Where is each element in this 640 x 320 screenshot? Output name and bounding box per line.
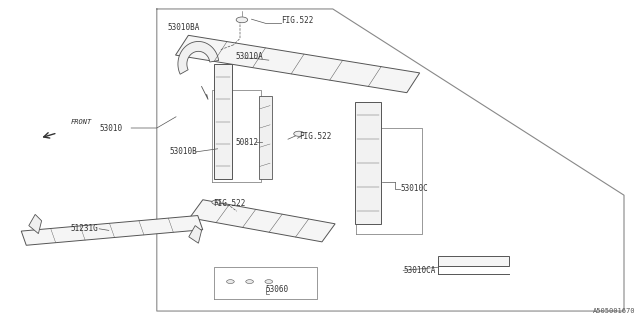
- Text: FIG.522: FIG.522: [213, 199, 246, 208]
- Polygon shape: [175, 35, 420, 93]
- Text: FIG.522: FIG.522: [282, 16, 314, 25]
- Text: 53010C: 53010C: [400, 184, 428, 193]
- Text: 50812: 50812: [236, 138, 259, 147]
- Circle shape: [246, 280, 253, 284]
- Text: 53010BA: 53010BA: [168, 23, 200, 32]
- Circle shape: [236, 17, 248, 23]
- Text: 53060: 53060: [266, 285, 289, 294]
- Text: A505001670: A505001670: [593, 308, 635, 314]
- Circle shape: [294, 131, 304, 136]
- Circle shape: [227, 280, 234, 284]
- Polygon shape: [438, 256, 509, 266]
- Text: 53010: 53010: [99, 124, 122, 132]
- Polygon shape: [29, 214, 42, 234]
- Text: 53010B: 53010B: [170, 147, 197, 156]
- Polygon shape: [214, 64, 232, 179]
- Text: 53010CA: 53010CA: [403, 266, 436, 275]
- Polygon shape: [189, 226, 202, 243]
- Polygon shape: [21, 216, 203, 245]
- Circle shape: [265, 280, 273, 284]
- Polygon shape: [259, 96, 272, 179]
- Polygon shape: [189, 200, 335, 242]
- Circle shape: [212, 200, 221, 204]
- Text: 53010A: 53010A: [236, 52, 263, 61]
- Text: FRONT: FRONT: [70, 119, 92, 125]
- Text: FIG.522: FIG.522: [300, 132, 332, 141]
- Text: 51231G: 51231G: [70, 224, 98, 233]
- Polygon shape: [178, 42, 219, 74]
- Polygon shape: [355, 102, 381, 224]
